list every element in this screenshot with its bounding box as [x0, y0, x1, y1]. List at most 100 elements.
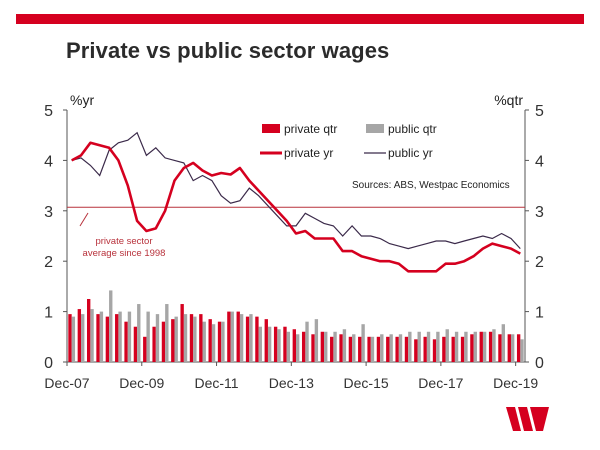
bar-private-qtr — [171, 319, 175, 362]
bar-public-qtr — [380, 334, 384, 362]
bar-public-qtr — [305, 321, 309, 362]
bar-private-qtr — [189, 314, 194, 362]
bar-public-qtr — [473, 331, 477, 362]
legend-label-private-yr: private yr — [284, 146, 333, 160]
x-tick-label: Dec-19 — [493, 375, 538, 391]
bar-private-qtr — [451, 336, 455, 362]
legend-label-public-yr: public yr — [388, 146, 433, 160]
bar-public-qtr — [127, 311, 132, 362]
bar-public-qtr — [296, 334, 300, 362]
page-title: Private vs public sector wages — [66, 38, 390, 63]
bar-public-qtr — [81, 314, 85, 362]
bar-private-qtr — [367, 336, 371, 362]
bar-private-qtr — [152, 326, 156, 362]
x-tick-label: Dec-17 — [418, 375, 463, 391]
bar-private-qtr — [115, 314, 119, 362]
bar-private-qtr — [348, 336, 353, 362]
bar-private-qtr — [105, 316, 110, 362]
bar-private-qtr — [236, 311, 240, 362]
legend-swatch-private-qtr — [262, 124, 280, 133]
bar-public-qtr — [361, 324, 365, 362]
bar-private-qtr — [507, 334, 511, 362]
bar-private-qtr — [320, 331, 325, 362]
bar-public-qtr — [174, 316, 178, 362]
y-axis-label-right: %qtr — [494, 92, 523, 108]
bar-private-qtr — [498, 334, 502, 362]
bar-private-qtr — [386, 336, 390, 362]
bar-private-qtr — [292, 329, 296, 362]
bar-public-qtr — [90, 309, 94, 362]
bar-public-qtr — [146, 311, 150, 362]
bar-private-qtr — [479, 331, 483, 362]
bar-public-qtr — [436, 331, 440, 362]
bar-public-qtr — [417, 331, 421, 362]
bar-private-qtr — [264, 319, 268, 362]
bar-public-qtr — [510, 334, 515, 362]
x-tick-label: Dec-13 — [269, 375, 314, 391]
y-tick-label-right: 1 — [535, 305, 544, 322]
bar-private-qtr — [208, 319, 212, 362]
bar-private-qtr — [133, 326, 138, 362]
bar-public-qtr — [389, 334, 393, 362]
bar-public-qtr — [137, 304, 141, 362]
legend-label-public-qtr: public qtr — [388, 122, 437, 136]
bar-private-qtr — [311, 334, 315, 362]
bar-private-qtr — [199, 314, 203, 362]
bar-private-qtr — [404, 336, 409, 362]
bar-private-qtr — [339, 334, 343, 362]
annotation-text-line1: private sector — [95, 236, 152, 247]
y-tick-label-left: 5 — [44, 103, 53, 120]
bar-private-qtr — [395, 336, 399, 362]
line-private-yr — [71, 141, 521, 273]
bar-public-qtr — [482, 331, 487, 362]
line-public-yr — [71, 131, 521, 250]
annotation-pointer — [79, 212, 89, 227]
bar-private-qtr — [330, 336, 334, 362]
bar-private-qtr — [283, 326, 287, 362]
bar-private-qtr — [96, 314, 100, 362]
x-tick-label: Dec-07 — [44, 375, 89, 391]
bar-public-qtr — [492, 329, 496, 362]
bar-private-qtr — [442, 336, 446, 362]
legend-swatch-public-qtr — [366, 124, 384, 133]
y-axis-label-left: %yr — [70, 92, 94, 108]
y-tick-label-right: 3 — [535, 204, 544, 221]
bar-public-qtr — [333, 331, 337, 362]
bar-private-qtr — [460, 336, 465, 362]
bar-public-qtr — [193, 316, 197, 362]
bar-private-qtr — [143, 336, 147, 362]
bar-private-qtr — [376, 336, 381, 362]
bar-private-qtr — [470, 334, 474, 362]
bar-public-qtr — [211, 324, 216, 362]
bar-public-qtr — [426, 331, 431, 362]
bar-public-qtr — [342, 329, 347, 362]
bar-private-qtr — [180, 304, 184, 362]
x-tick-label: Dec-09 — [119, 375, 164, 391]
bar-private-qtr — [245, 316, 250, 362]
bar-private-qtr — [87, 299, 91, 362]
bar-public-qtr — [221, 321, 225, 362]
bar-private-qtr — [161, 321, 166, 362]
y-tick-label-left: 0 — [44, 355, 53, 372]
bar-public-qtr — [183, 314, 188, 362]
bar-private-qtr — [516, 334, 521, 362]
bar-private-qtr — [77, 309, 82, 362]
y-tick-label-left: 1 — [44, 305, 53, 322]
y-tick-label-left: 4 — [44, 153, 53, 170]
bar-public-qtr — [230, 311, 234, 362]
bar-public-qtr — [408, 331, 412, 362]
y-tick-label-left: 2 — [44, 254, 53, 271]
bar-private-qtr — [432, 339, 437, 362]
bar-private-qtr — [488, 331, 493, 362]
bar-public-qtr — [370, 336, 375, 362]
bar-private-qtr — [217, 321, 222, 362]
bar-public-qtr — [99, 311, 104, 362]
bar-private-qtr — [301, 331, 306, 362]
bar-private-qtr — [68, 314, 72, 362]
bar-public-qtr — [398, 334, 403, 362]
y-tick-label-left: 3 — [44, 204, 53, 221]
bar-public-qtr — [454, 331, 459, 362]
bar-public-qtr — [352, 334, 356, 362]
bar-public-qtr — [249, 314, 253, 362]
